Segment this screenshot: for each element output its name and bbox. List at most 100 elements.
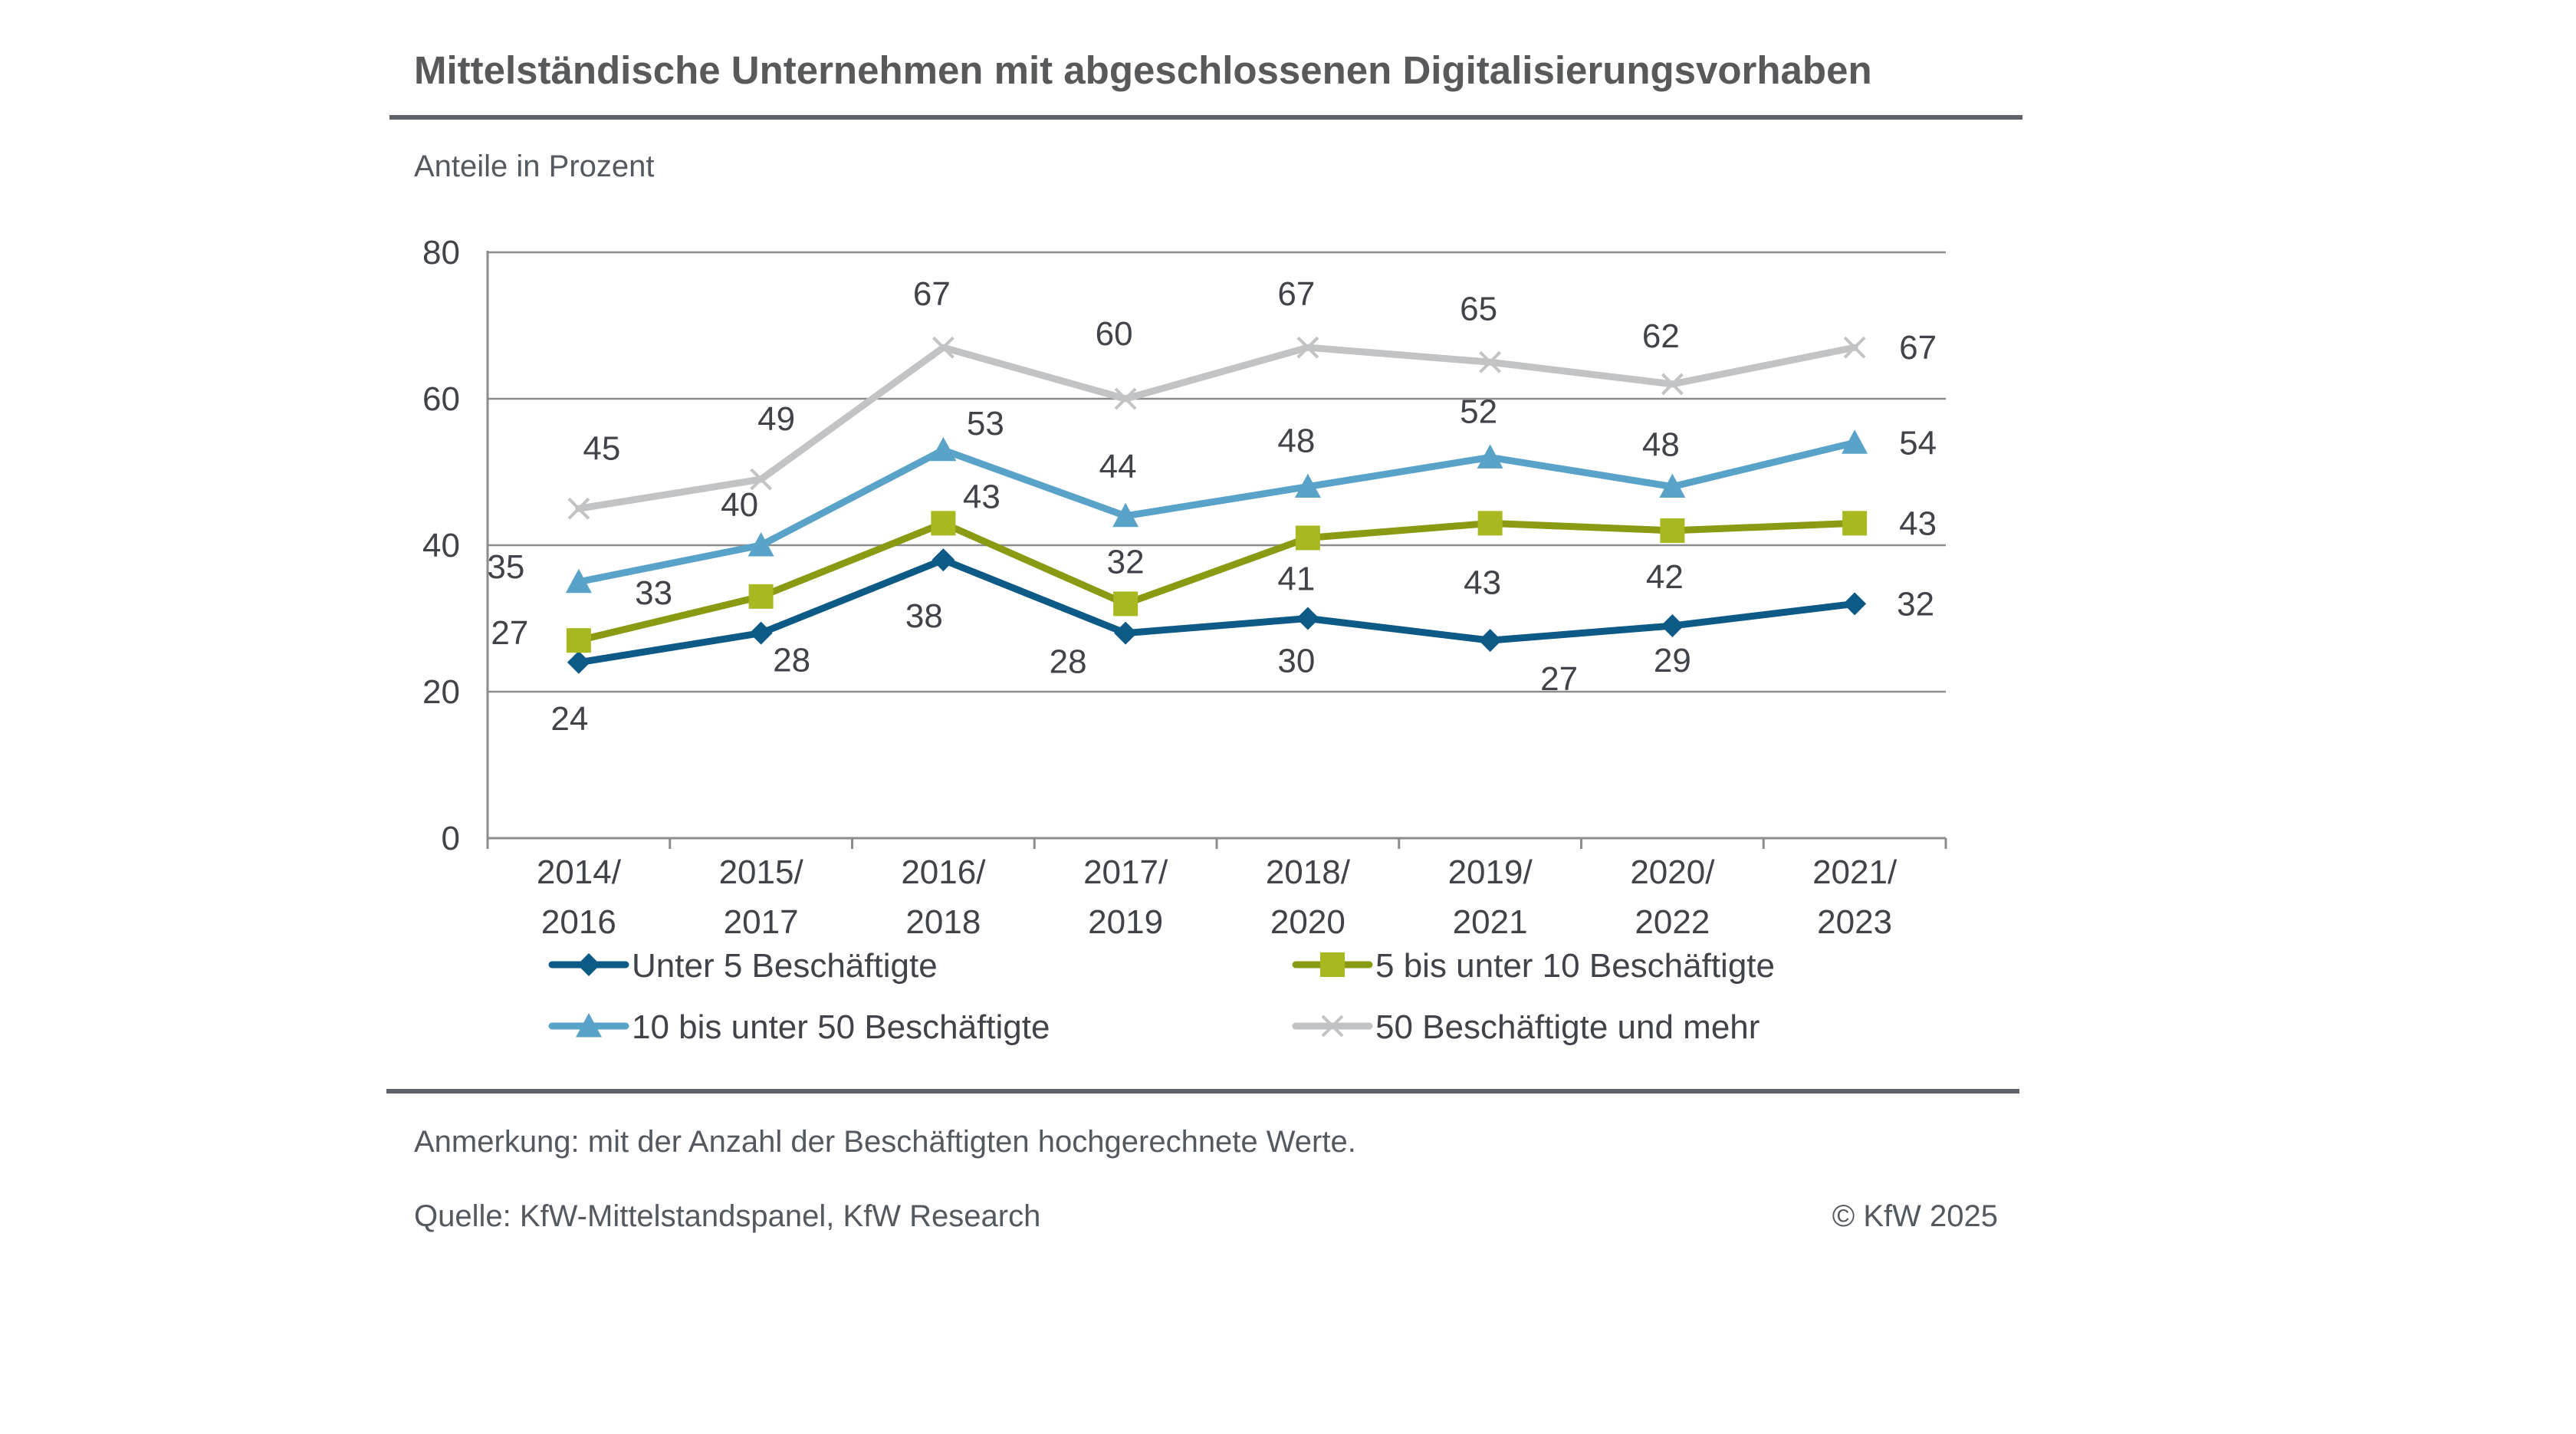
y-tick-label: 0 bbox=[442, 820, 460, 857]
data-label: 49 bbox=[757, 400, 795, 438]
data-label: 38 bbox=[905, 597, 943, 635]
data-label: 29 bbox=[1654, 642, 1691, 679]
data-point bbox=[1114, 387, 1137, 410]
chart-note: Anmerkung: mit der Anzahl der Beschäftig… bbox=[414, 1125, 1356, 1159]
data-point bbox=[1321, 1015, 1344, 1038]
data-label: 67 bbox=[1899, 329, 1937, 367]
title-divider bbox=[389, 115, 2022, 120]
x-tick-label: 2018 bbox=[905, 903, 981, 941]
series-line bbox=[575, 439, 1858, 586]
x-tick-label: 2018/ bbox=[1266, 853, 1351, 891]
data-point bbox=[748, 584, 774, 609]
data-point bbox=[748, 532, 774, 557]
x-tick-label: 2023 bbox=[1817, 903, 1892, 941]
x-tick-label: 2019/ bbox=[1448, 853, 1533, 891]
data-label: 62 bbox=[1642, 317, 1680, 355]
chart-subtitle: Anteile in Prozent bbox=[414, 150, 655, 183]
y-tick-label: 40 bbox=[422, 527, 460, 564]
data-point bbox=[1843, 336, 1866, 359]
data-point bbox=[1477, 444, 1503, 469]
x-tick-label: 2020 bbox=[1270, 903, 1346, 941]
y-tick-label: 20 bbox=[422, 673, 460, 711]
data-label: 27 bbox=[1540, 660, 1578, 698]
data-label: 35 bbox=[487, 548, 524, 586]
chart-title: Mittelständische Unternehmen mit abgesch… bbox=[414, 48, 1872, 92]
data-point bbox=[1842, 511, 1868, 536]
x-tick-label: 2022 bbox=[1635, 903, 1710, 941]
y-tick-label: 80 bbox=[422, 234, 460, 271]
data-point bbox=[1661, 373, 1684, 396]
data-label: 45 bbox=[583, 429, 620, 467]
chart-source: Quelle: KfW-Mittelstandspanel, KfW Resea… bbox=[414, 1199, 1041, 1233]
data-label: 28 bbox=[1050, 643, 1087, 681]
data-point bbox=[1477, 511, 1503, 536]
data-point bbox=[1112, 502, 1139, 528]
data-point bbox=[749, 621, 773, 645]
data-point bbox=[1659, 473, 1686, 498]
data-point bbox=[1660, 518, 1685, 543]
data-point bbox=[567, 497, 590, 520]
x-tick-label: 2017 bbox=[724, 903, 799, 941]
data-label: 24 bbox=[550, 700, 588, 738]
series-line bbox=[575, 556, 1858, 666]
footer-divider bbox=[386, 1089, 2019, 1094]
x-tick-label: 2014/ bbox=[537, 853, 622, 891]
data-point bbox=[1295, 525, 1320, 551]
x-tick-label: 2019 bbox=[1088, 903, 1163, 941]
data-point bbox=[1296, 336, 1319, 359]
copyright: © KfW 2025 bbox=[1832, 1199, 1998, 1233]
y-tick-label: 60 bbox=[422, 380, 460, 418]
data-point bbox=[1842, 429, 1868, 454]
data-label: 52 bbox=[1460, 393, 1497, 430]
series-line bbox=[575, 344, 1858, 512]
data-label: 41 bbox=[1277, 560, 1315, 597]
data-point bbox=[1843, 592, 1867, 616]
data-label: 40 bbox=[721, 486, 758, 524]
data-point bbox=[567, 650, 590, 674]
data-point bbox=[931, 511, 956, 536]
data-point bbox=[1294, 473, 1321, 498]
data-point bbox=[565, 568, 592, 594]
data-point bbox=[1320, 952, 1345, 977]
legend-label: 5 bis unter 10 Beschäftigte bbox=[1375, 947, 1775, 985]
data-label: 43 bbox=[1899, 505, 1937, 542]
data-point bbox=[1661, 614, 1684, 638]
data-point bbox=[1479, 350, 1502, 373]
data-label: 32 bbox=[1107, 543, 1145, 581]
data-label: 44 bbox=[1099, 448, 1137, 485]
data-label: 43 bbox=[963, 478, 1001, 515]
data-label: 42 bbox=[1646, 558, 1684, 596]
x-tick-label: 2021/ bbox=[1812, 853, 1898, 891]
series-line bbox=[575, 519, 1858, 644]
data-label: 32 bbox=[1897, 585, 1934, 623]
x-tick-label: 2017/ bbox=[1083, 853, 1168, 891]
data-label: 48 bbox=[1642, 426, 1680, 464]
x-tick-label: 2015/ bbox=[719, 853, 804, 891]
data-point bbox=[576, 1013, 602, 1038]
data-label: 53 bbox=[967, 405, 1004, 442]
data-label: 28 bbox=[773, 642, 810, 679]
data-label: 33 bbox=[635, 574, 672, 612]
x-tick-label: 2016/ bbox=[901, 853, 986, 891]
x-tick-label: 2020/ bbox=[1630, 853, 1715, 891]
data-point bbox=[1478, 629, 1502, 653]
data-label: 54 bbox=[1899, 424, 1937, 462]
data-point bbox=[1113, 591, 1138, 617]
data-label: 30 bbox=[1277, 643, 1315, 680]
legend-label: Unter 5 Beschäftigte bbox=[632, 947, 938, 985]
x-tick-label: 2021 bbox=[1453, 903, 1528, 941]
legend-label: 50 Beschäftigte und mehr bbox=[1375, 1008, 1760, 1046]
data-label: 43 bbox=[1464, 564, 1501, 601]
x-tick-label: 2016 bbox=[541, 903, 616, 941]
data-point bbox=[750, 468, 773, 491]
data-point bbox=[932, 336, 955, 359]
data-point bbox=[932, 548, 955, 572]
data-point bbox=[577, 953, 600, 976]
legend-label: 10 bis unter 50 Beschäftigte bbox=[632, 1008, 1050, 1046]
data-point bbox=[930, 436, 957, 462]
data-label: 67 bbox=[913, 275, 951, 313]
data-point bbox=[566, 628, 591, 653]
data-point bbox=[1114, 621, 1138, 645]
data-point bbox=[1296, 607, 1319, 630]
